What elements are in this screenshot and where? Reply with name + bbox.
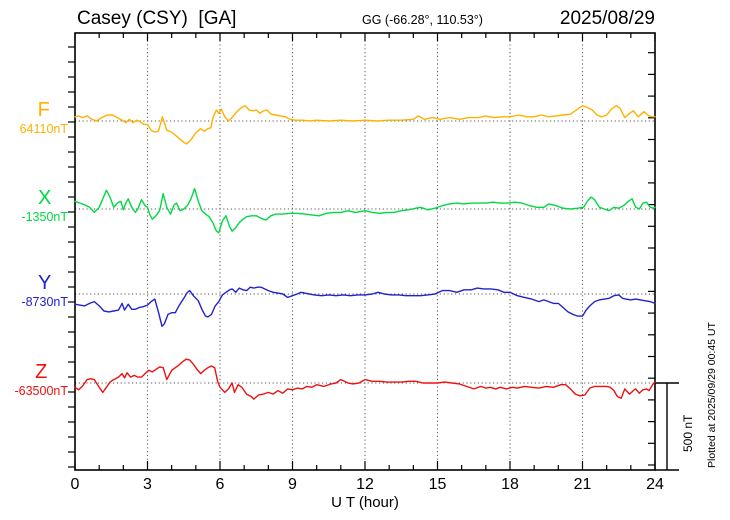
channel-name-X: X bbox=[38, 187, 52, 209]
channel-baseline-F: 64110nT bbox=[19, 122, 68, 136]
x-tick-label: 9 bbox=[288, 476, 297, 493]
trace-Z bbox=[74, 358, 656, 400]
scale-bar bbox=[655, 382, 679, 471]
trace-F bbox=[74, 104, 656, 145]
x-tick-label: 6 bbox=[215, 476, 225, 493]
channel-baseline-X: -1350nT bbox=[21, 210, 68, 224]
x-tick-label: 0 bbox=[70, 476, 80, 493]
channel-label-Y: Y -8730nT bbox=[21, 273, 68, 309]
channel-baseline-Z: -63500nT bbox=[14, 384, 68, 398]
plotted-at-note: Plotted at 2025/09/29 00:45 UT bbox=[706, 322, 718, 468]
x-axis-title: U T (hour) bbox=[331, 494, 399, 511]
vertical-gridlines bbox=[146, 33, 584, 470]
observation-date: 2025/08/29 bbox=[559, 8, 655, 29]
channel-baseline-Y: -8730nT bbox=[21, 295, 68, 309]
channel-label-X: X -1350nT bbox=[21, 188, 68, 224]
channel-name-F: F bbox=[37, 99, 50, 121]
x-tick-label: 24 bbox=[646, 476, 664, 493]
x-tick-label: 18 bbox=[501, 476, 519, 493]
station-title: Casey (CSY) [GA] bbox=[77, 8, 237, 29]
x-axis-tick-labels: 0 3 6 9 12 15 18 21 24 bbox=[0, 476, 730, 494]
right-axis-ticks bbox=[648, 52, 655, 466]
hour-ticks bbox=[74, 33, 656, 470]
scale-bar-label: 500 nT bbox=[681, 414, 695, 452]
left-axis-ticks bbox=[68, 46, 75, 468]
trace-X bbox=[74, 187, 656, 234]
x-tick-label: 3 bbox=[143, 476, 152, 493]
channel-name-Y: Y bbox=[38, 272, 52, 294]
channel-label-Z: Z -63500nT bbox=[14, 362, 68, 398]
x-tick-label: 15 bbox=[428, 476, 447, 493]
x-tick-label: 12 bbox=[356, 476, 374, 493]
channel-label-F: F 64110nT bbox=[20, 100, 68, 136]
geographic-coordinates: GG (-66.28°, 110.53°) bbox=[362, 13, 483, 27]
channel-name-Z: Z bbox=[35, 361, 48, 383]
trace-Y bbox=[74, 286, 656, 327]
channel-baselines bbox=[75, 120, 655, 384]
x-tick-label: 21 bbox=[573, 476, 592, 493]
